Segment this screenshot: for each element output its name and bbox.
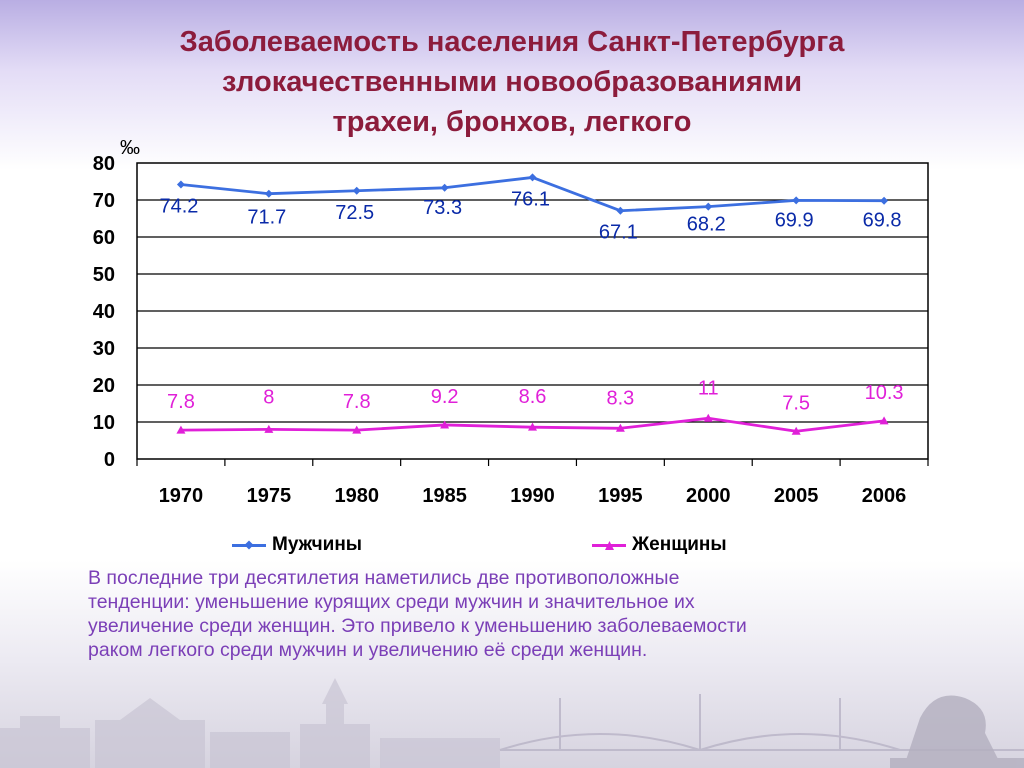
point-marker-1-7 [791, 426, 801, 435]
data-label-1-0: 7.8 [167, 391, 195, 413]
y-tick-label-50: 50 [93, 264, 115, 286]
point-marker-1-4 [528, 422, 537, 431]
data-label-1-3: 9.2 [431, 386, 459, 408]
title-line-3: трахеи, бронхов, легкого [332, 106, 692, 138]
data-label-1-2: 7.8 [343, 391, 371, 413]
caption-line-1: В последние три десятилетия наметились д… [88, 567, 680, 589]
caption-line-4: раком легкого среди мужчин и увеличению … [88, 639, 648, 661]
point-marker-1-3 [440, 420, 450, 429]
caption-text: В последние три десятилетия наметились д… [88, 566, 968, 662]
x-tick-label-1980: 1980 [334, 485, 379, 507]
y-tick-label-20: 20 [93, 375, 115, 397]
y-tick-label-30: 30 [93, 338, 115, 360]
point-marker-1-1 [264, 424, 274, 433]
y-tick-label-80: 80 [93, 153, 115, 175]
diamond-marker-icon [244, 539, 254, 550]
data-label-1-5: 8.3 [606, 387, 634, 409]
x-tick-label-1990: 1990 [510, 485, 555, 507]
legend-line-men [232, 539, 266, 550]
data-label-0-3: 73.3 [423, 197, 462, 219]
series [176, 173, 889, 435]
data-label-0-5: 67.1 [599, 222, 638, 244]
title-line-1: Заболеваемость населения Санкт-Петербург… [179, 26, 845, 58]
data-label-0-6: 68.2 [687, 214, 726, 236]
y-unit-label: ‰ [120, 137, 140, 159]
data-label-0-7: 69.9 [775, 209, 814, 231]
point-marker-0-3 [440, 183, 449, 192]
city-skyline-background [0, 678, 1024, 768]
line-chart: 0 10 20 30 40 50 60 70 80 1970 1975 1980 1985 1990 199… [93, 137, 929, 507]
point-marker-1-5 [615, 423, 625, 432]
title-line-2: злокачественными новообразованиями [221, 66, 803, 98]
legend-label-men: Мужчины [272, 534, 363, 555]
x-tick-label-1995: 1995 [598, 485, 643, 507]
data-label-0-2: 72.5 [335, 202, 374, 224]
point-marker-0-5 [616, 206, 625, 215]
point-marker-0-2 [352, 186, 361, 195]
x-tick-label-1975: 1975 [247, 485, 292, 507]
data-label-1-4: 8.6 [519, 386, 547, 408]
data-label-0-1: 71.7 [247, 207, 286, 229]
y-tick-label-10: 10 [93, 412, 115, 434]
y-tick-label-60: 60 [93, 227, 115, 249]
y-tick-label-40: 40 [93, 301, 115, 323]
data-label-1-8: 10.3 [865, 382, 904, 404]
point-marker-1-2 [352, 425, 362, 434]
triangle-marker-icon [605, 540, 614, 550]
chart-legend: Мужчины Женщины [0, 534, 1024, 558]
caption-line-3: увеличение среди женщин. Это привело к у… [88, 615, 747, 637]
data-label-0-4: 76.1 [511, 188, 550, 210]
data-label-1-6: 11 [698, 377, 719, 399]
axes: 0 10 20 30 40 50 60 70 80 1970 1975 1980 1985 1990 199… [93, 153, 929, 507]
legend-label-women: Женщины [632, 534, 727, 555]
y-tick-label-0: 0 [104, 449, 115, 471]
point-marker-0-4 [528, 173, 537, 182]
y-tick-label-70: 70 [93, 190, 115, 212]
point-marker-1-8 [879, 416, 889, 425]
data-labels: 74.2 71.7 72.5 73.3 76.1 67.1 68.2 69.9 69.8 7.8 8… [159, 188, 903, 414]
x-tick-label-2006: 2006 [862, 485, 907, 507]
legend-item-men: Мужчины [232, 534, 362, 556]
grid-lines [137, 199, 928, 423]
point-marker-1-6 [703, 413, 713, 422]
point-marker-0-8 [880, 196, 889, 205]
legend-line-women [592, 540, 626, 550]
legend-item-women: Женщины [592, 534, 727, 556]
data-label-1-1: 8 [263, 386, 274, 408]
x-tick-label-1985: 1985 [422, 485, 467, 507]
point-marker-1-0 [176, 425, 186, 434]
x-tick-label-2005: 2005 [774, 485, 819, 507]
caption-line-2: тенденции: уменьшение курящих среди мужч… [88, 591, 695, 613]
slide-title: Заболеваемость населения Санкт-Петербург… [0, 22, 1024, 142]
point-marker-0-6 [704, 202, 713, 211]
point-marker-0-0 [176, 180, 185, 189]
x-tick-label-2000: 2000 [686, 485, 731, 507]
point-marker-0-1 [264, 189, 273, 198]
data-label-0-0: 74.2 [159, 195, 198, 217]
plot-area-frame [136, 162, 929, 460]
data-label-0-8: 69.8 [863, 210, 902, 232]
data-label-1-7: 7.5 [782, 392, 810, 414]
x-tick-label-1970: 1970 [159, 485, 204, 507]
point-marker-0-7 [792, 196, 801, 205]
